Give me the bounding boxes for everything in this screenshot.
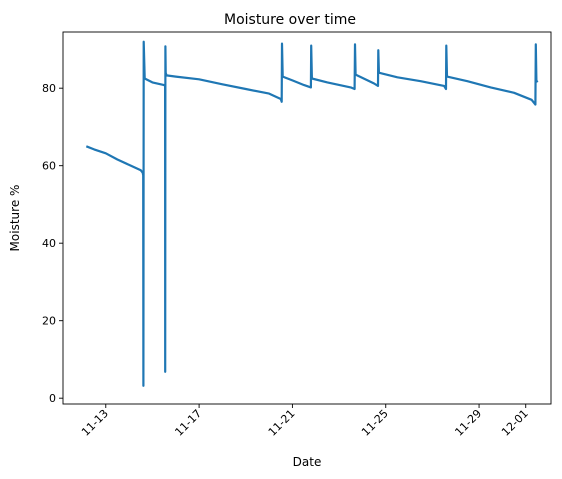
y-tick-label: 40 [42, 237, 56, 250]
plot-frame [62, 31, 552, 405]
plot-area [85, 40, 539, 387]
y-axis-label: Moisture % [8, 185, 22, 252]
moisture-series-line [85, 40, 539, 387]
y-axis-ticks: 0 20 40 60 80 [42, 82, 63, 405]
y-tick-label: 0 [49, 392, 56, 405]
x-axis-label: Date [293, 455, 322, 469]
y-tick-label: 60 [42, 160, 56, 173]
y-tick-label: 20 [42, 315, 56, 328]
y-tick-label: 80 [42, 82, 56, 95]
chart-title: Moisture over time [224, 12, 356, 28]
